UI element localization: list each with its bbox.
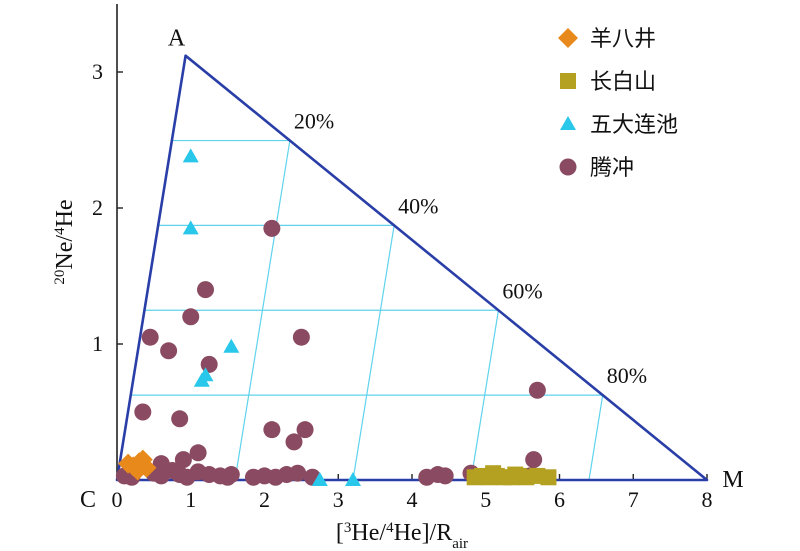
x-axis-title: [3He/4He]/Rair — [336, 520, 468, 551]
point-circle-4 — [141, 328, 159, 346]
legend-marker-square — [560, 73, 576, 89]
point-circle-8 — [134, 403, 152, 421]
y-tick-label-3: 3 — [92, 59, 103, 84]
point-triangle-1 — [182, 148, 199, 163]
legend-label-triangle: 五大连池 — [590, 113, 678, 138]
axes: 0 1 2 3 4 5 6 7 8 1 2 3 — [92, 4, 713, 512]
point-circle-39 — [152, 455, 170, 473]
vertex-label-a: A — [168, 26, 186, 52]
grid-line-m-4 — [588, 395, 604, 481]
point-triangle-7 — [345, 472, 361, 486]
grid-line-m-2 — [352, 225, 395, 481]
data-points — [115, 148, 557, 486]
x-tick-label-8: 8 — [702, 487, 713, 512]
point-circle-16 — [525, 451, 543, 469]
point-square-10 — [540, 469, 557, 486]
legend-marker-circle — [559, 158, 577, 176]
legend-label-square: 长白山 — [590, 70, 656, 95]
point-square-12 — [507, 466, 524, 483]
point-triangle-2 — [182, 220, 199, 235]
edge-label-60pct: 60% — [502, 278, 542, 303]
edge-label-40pct: 40% — [398, 193, 438, 218]
point-circle-14 — [189, 444, 207, 462]
point-circle-3 — [182, 308, 200, 326]
vertex-label-c: C — [80, 487, 96, 513]
vertex-label-m: M — [722, 467, 743, 493]
point-circle-36 — [436, 467, 454, 485]
point-triangle-5 — [193, 372, 210, 387]
point-circle-6 — [200, 355, 218, 373]
point-circle-15 — [174, 451, 192, 469]
legend-label-circle: 腾冲 — [590, 156, 634, 181]
point-circle-40 — [222, 466, 240, 484]
point-triangle-6 — [311, 472, 328, 486]
x-tick-label-5: 5 — [480, 487, 491, 512]
x-tick-label-4: 4 — [407, 487, 418, 512]
mixing-triangle-outline — [115, 54, 709, 482]
point-circle-1 — [263, 219, 281, 237]
point-circle-13 — [528, 381, 546, 399]
x-tick-label-6: 6 — [554, 487, 565, 512]
edge-label-80pct: 80% — [607, 363, 647, 388]
legend-label-diamond: 羊八井 — [590, 27, 656, 52]
point-circle-9 — [171, 410, 189, 428]
x-tick-label-1: 1 — [185, 487, 196, 512]
x-tick-label-3: 3 — [333, 487, 344, 512]
x-tick-label-7: 7 — [628, 487, 639, 512]
point-square-11 — [485, 465, 502, 482]
point-circle-5 — [160, 342, 178, 360]
point-circle-2 — [197, 281, 214, 299]
x-tick-label-0: 0 — [112, 487, 123, 512]
point-circle-7 — [292, 328, 310, 346]
y-tick-label-2: 2 — [92, 195, 103, 220]
chart-labels: A C M 20% 40% 60% 80% [3He/4He]/Rair 20Ne/4He — [52, 26, 744, 551]
point-diamond-6 — [127, 460, 148, 481]
legend-marker-diamond — [558, 28, 578, 48]
mixing-grid — [130, 139, 604, 481]
point-circle-11 — [296, 421, 314, 439]
y-axis-title: 20Ne/4He — [52, 199, 78, 284]
legend-marker-triangle — [560, 116, 576, 130]
point-circle-12 — [285, 433, 303, 451]
point-circle-32 — [289, 464, 307, 482]
y-tick-label-1: 1 — [92, 331, 103, 356]
mixing-triangle — [115, 54, 709, 482]
point-circle-10 — [263, 421, 281, 439]
point-triangle-3 — [223, 338, 240, 353]
edge-label-20pct: 20% — [294, 109, 334, 134]
x-tick-label-2: 2 — [259, 487, 270, 512]
